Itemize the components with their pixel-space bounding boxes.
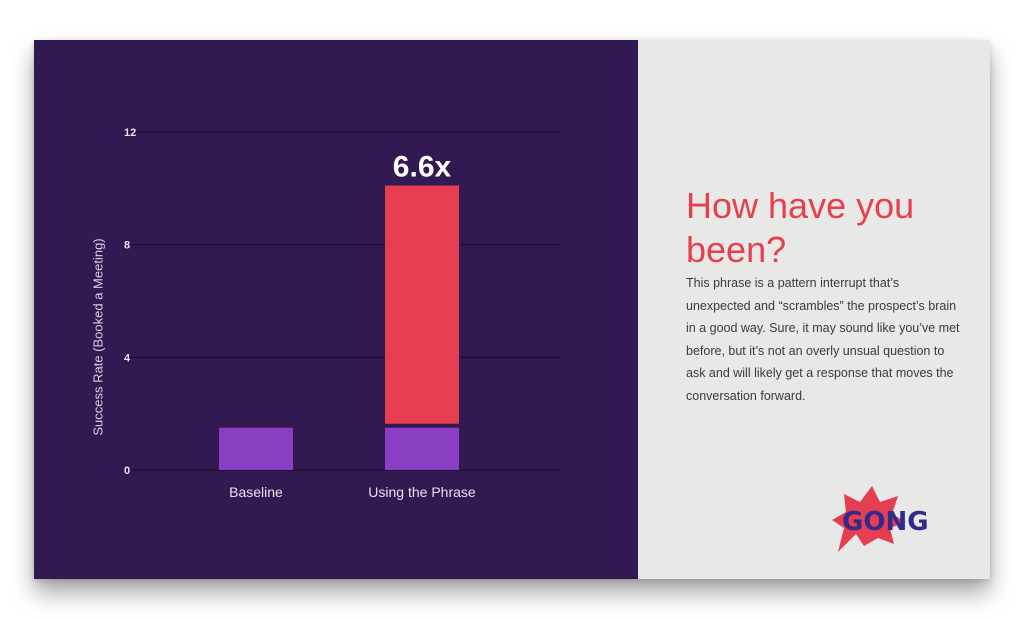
logo-wordmark: GONG (842, 507, 929, 537)
bar-chart: 0 4 8 12 Baseline Using the Phrase 6.6x (124, 127, 561, 500)
text-panel: How have you been? This phrase is a patt… (638, 40, 990, 579)
y-tick-label: 4 (124, 352, 131, 364)
x-tick-label: Baseline (229, 484, 283, 500)
x-tick-label: Using the Phrase (368, 484, 476, 500)
starburst-icon (832, 486, 906, 552)
slide-card: 0 4 8 12 Baseline Using the Phrase 6.6x Succes… (34, 40, 990, 579)
bar-uplift-segment (385, 185, 459, 424)
y-tick-label: 8 (124, 240, 130, 252)
gong-logo: GONG (832, 486, 929, 552)
y-tick-label: 0 (124, 465, 130, 477)
slide-heading: How have you been? (686, 185, 915, 270)
chart-panel: 0 4 8 12 Baseline Using the Phrase 6.6x Succes… (34, 40, 638, 579)
bar-baseline-segment (385, 427, 459, 470)
bar-baseline-segment (219, 427, 293, 470)
y-tick-label: 12 (124, 127, 136, 139)
y-axis-label: Success Rate (Booked a Meeting) (90, 238, 106, 436)
slide-body-text: This phrase is a pattern interrupt that’… (686, 276, 960, 403)
bar-annotation: 6.6x (393, 151, 452, 184)
